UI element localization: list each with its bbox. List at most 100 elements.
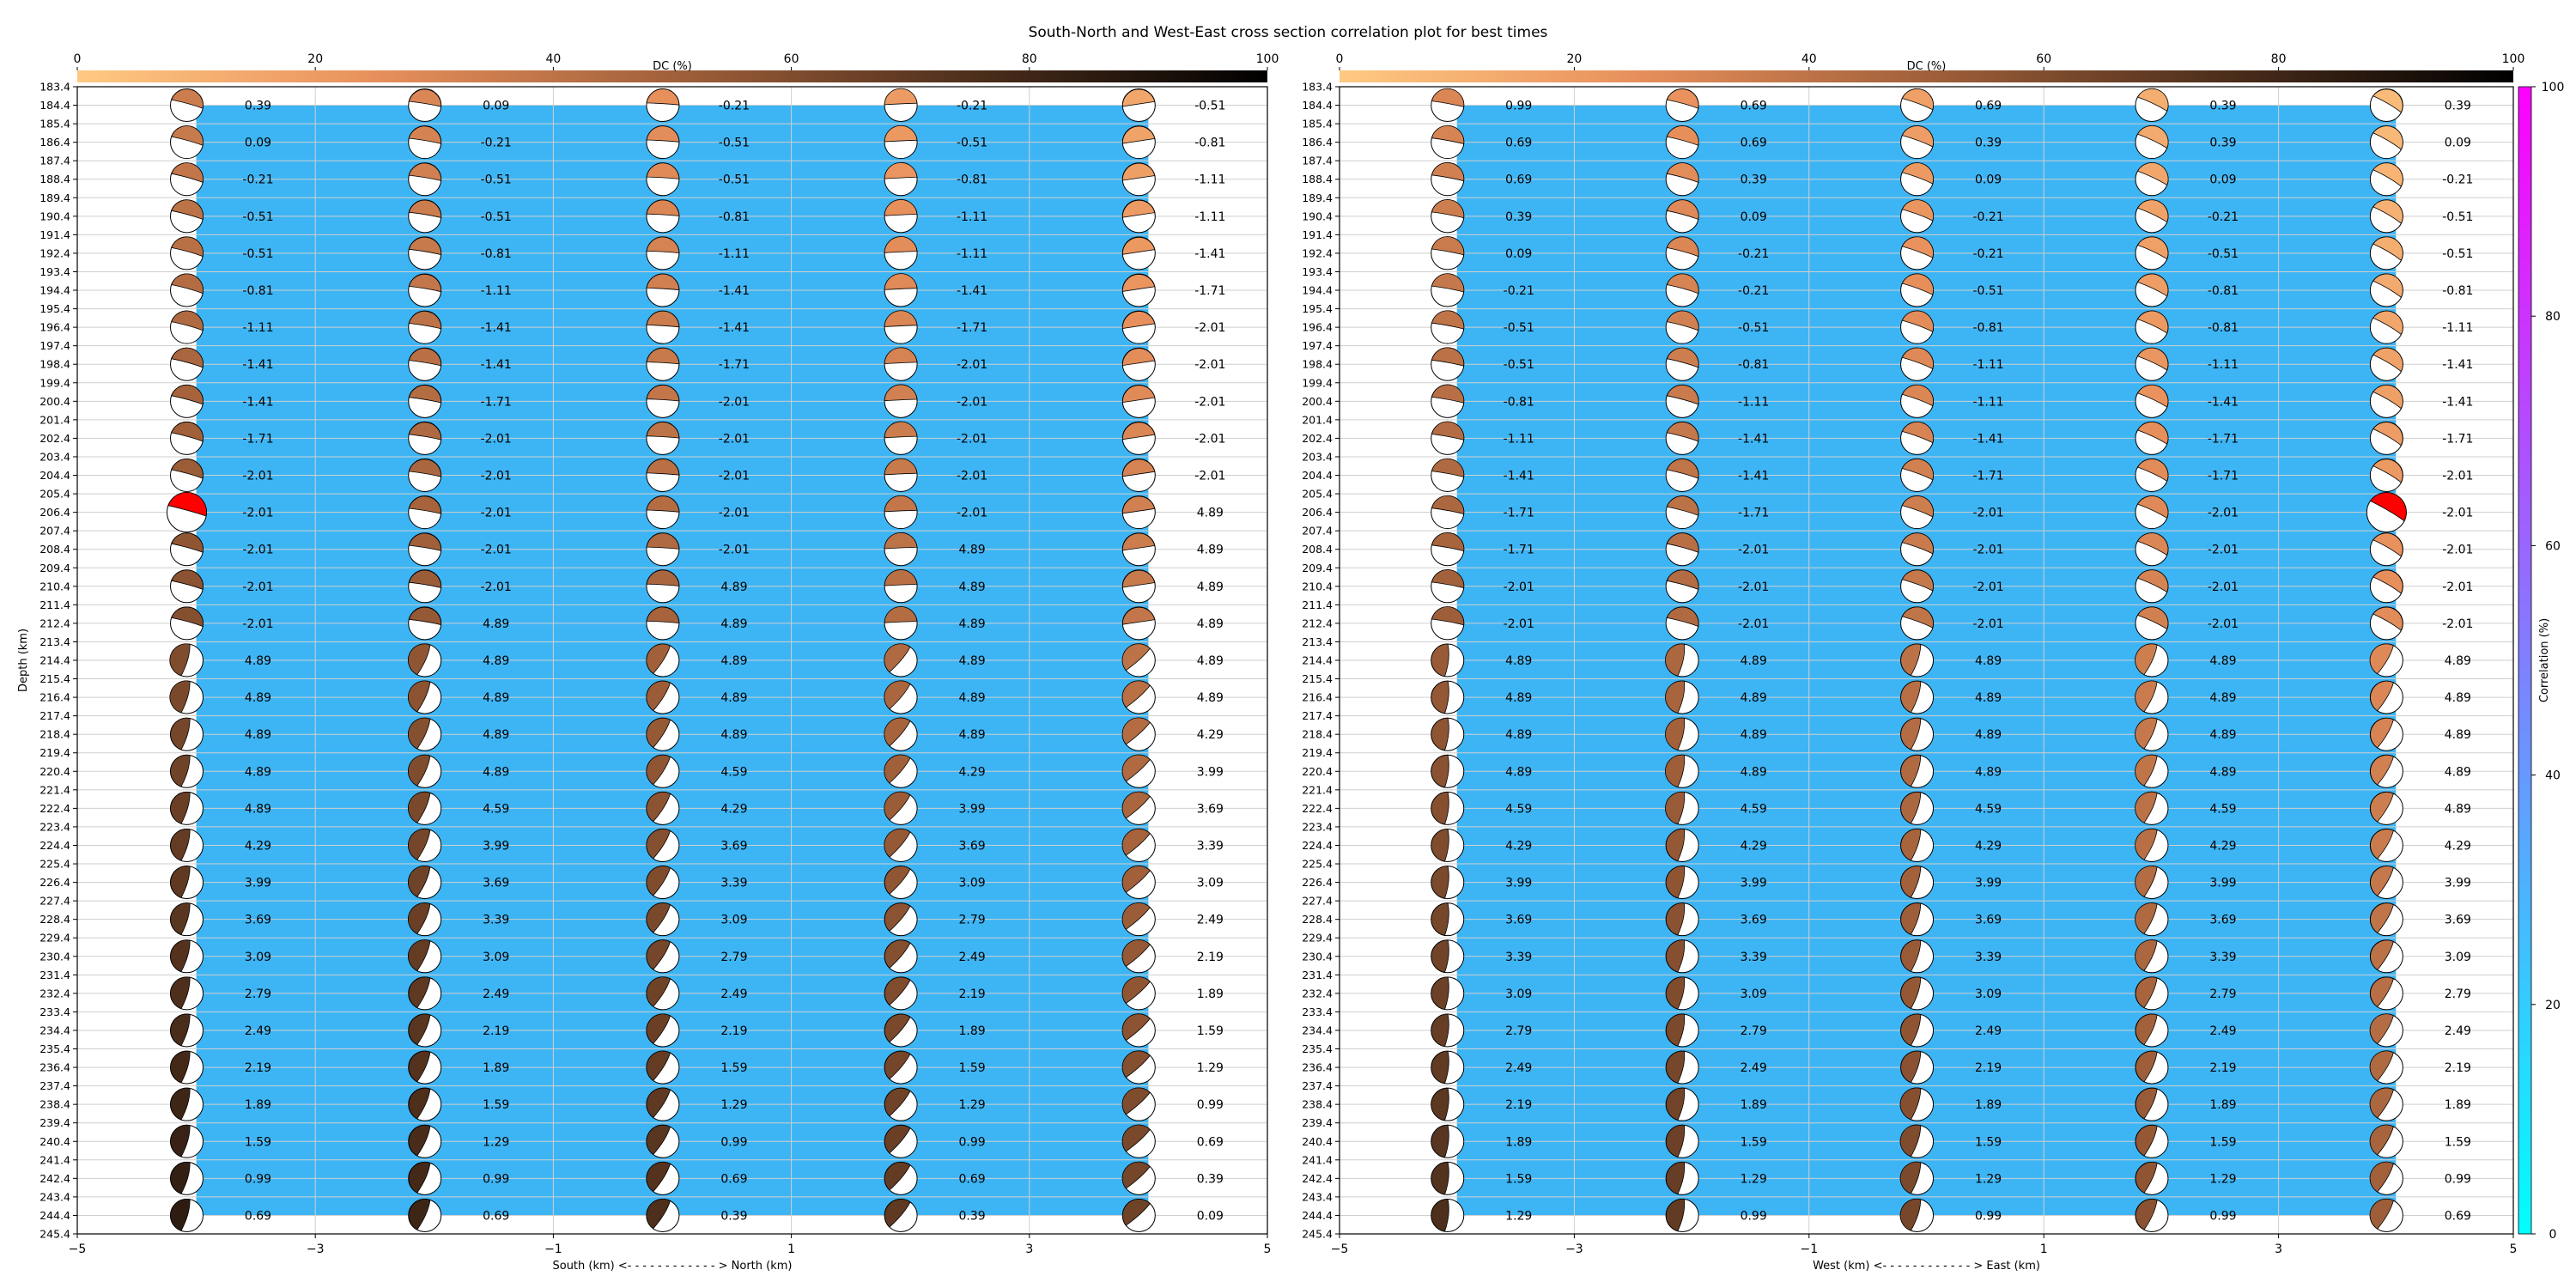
y-tick-label: 232.4: [1302, 987, 1333, 999]
beachball-compressional: [1901, 384, 1934, 407]
correlation-label: -1.11: [957, 247, 987, 261]
correlation-label: 4.89: [1975, 691, 2002, 705]
correlation-label: -2.01: [2442, 544, 2473, 557]
beachball-compressional: [884, 1087, 911, 1117]
y-tick-label: 236.4: [1302, 1061, 1333, 1074]
correlation-label: -0.81: [2208, 321, 2239, 335]
y-tick-label: 190.4: [39, 210, 70, 222]
beachball-compressional: [2370, 792, 2394, 823]
beachball-compressional: [2136, 273, 2169, 297]
beachball-compressional: [408, 1199, 431, 1230]
correlation-label: 4.89: [245, 802, 271, 816]
beachball-compressional: [408, 199, 442, 219]
beachball-compressional: [884, 273, 918, 290]
beachball-compressional: [2370, 976, 2394, 1008]
beachball-compressional: [408, 385, 442, 404]
correlation-label: 3.69: [1505, 914, 1532, 927]
beachball-compressional: [1121, 717, 1151, 745]
beachball-compressional: [1431, 495, 1465, 515]
beachball-compressional: [170, 976, 191, 1010]
beachball-compressional: [171, 347, 204, 368]
correlation-label: 3.69: [959, 839, 986, 853]
correlation-label: 0.09: [1741, 210, 1767, 224]
correlation-label: -1.41: [719, 284, 750, 298]
beachball-compressional: [646, 606, 680, 624]
beachball-compressional: [1121, 422, 1156, 440]
correlation-label: 1.29: [1741, 1172, 1767, 1186]
correlation-label: 0.99: [1975, 1209, 2002, 1223]
y-tick-label: 245.4: [1302, 1228, 1333, 1241]
y-tick-label: 205.4: [1302, 488, 1333, 501]
beachball-compressional: [646, 680, 671, 712]
y-tick-label: 237.4: [39, 1079, 70, 1092]
beachball-compressional: [646, 976, 671, 1007]
correlation-label: -0.51: [2442, 247, 2473, 261]
beachball-compressional: [1901, 606, 1934, 629]
correlation-label: -2.01: [719, 544, 750, 557]
x-axis-label: South (km) <- - - - - - - - - - - - > No…: [552, 1260, 792, 1273]
beachball-compressional: [1121, 828, 1151, 856]
correlation-label: -2.01: [242, 617, 273, 631]
dc-colorbar-tick-label: 40: [1801, 52, 1817, 66]
y-tick-label: 223.4: [1302, 820, 1333, 833]
correlation-label: -2.01: [2208, 507, 2239, 520]
correlation-label: 0.69: [1741, 100, 1767, 113]
dc-colorbar-tick-label: 100: [1256, 52, 1279, 66]
beachball-compressional: [2135, 754, 2158, 787]
correlation-label: 1.89: [2209, 1098, 2236, 1112]
beachball-compressional: [1431, 199, 1465, 219]
y-tick-label: 212.4: [39, 617, 70, 629]
beachball-compressional: [1901, 125, 1934, 148]
y-tick-label: 207.4: [1302, 525, 1333, 538]
correlation-label: 4.59: [1741, 802, 1767, 816]
beachball-compressional: [646, 88, 680, 106]
correlation-label: -2.01: [481, 544, 512, 557]
beachball-compressional: [407, 791, 431, 823]
y-tick-label: 244.4: [1302, 1209, 1333, 1222]
correlation-label: 3.99: [1505, 877, 1532, 890]
panel-right: 0 20 40 60 80 100 DC (%) 183.4 184.4 185.4 186.4 18…: [1302, 52, 2524, 1273]
beachball-compressional: [646, 939, 671, 970]
correlation-label: 2.49: [2209, 1024, 2236, 1038]
beachball-compressional: [407, 680, 431, 713]
beachball-compressional: [2135, 717, 2158, 750]
y-tick-label: 183.4: [1302, 81, 1333, 94]
beachball-compressional: [884, 236, 918, 253]
beachball-compressional: [1899, 1161, 1922, 1194]
y-tick-label: 194.4: [1302, 284, 1333, 297]
y-tick-label: 201.4: [1302, 413, 1333, 426]
correlation-label: -1.11: [2442, 321, 2473, 335]
correlation-label: 0.99: [1197, 1098, 1224, 1112]
x-tick-label: 5: [2510, 1242, 2518, 1256]
y-tick-label: 218.4: [1302, 728, 1333, 741]
correlation-label: 2.49: [1197, 914, 1224, 927]
y-tick-label: 200.4: [39, 395, 70, 408]
beachball-compressional: [1121, 236, 1156, 255]
correlation-label: 0.99: [720, 1135, 747, 1149]
correlation-label: 3.69: [1197, 802, 1224, 816]
correlation-label: 2.79: [1741, 1024, 1767, 1038]
beachball-compressional: [646, 162, 680, 179]
correlation-label: -2.01: [1194, 432, 1225, 446]
x-tick-label: −1: [1800, 1242, 1818, 1256]
correlation-label: -1.41: [1738, 470, 1769, 483]
correlation-label: 3.69: [245, 914, 271, 927]
correlation-label: 0.39: [720, 1209, 747, 1223]
beachball-compressional: [407, 939, 431, 972]
correlation-label: 3.99: [959, 802, 986, 816]
beachball-compressional: [2135, 643, 2158, 676]
beachball-compressional: [2372, 459, 2403, 483]
y-tick-label: 240.4: [1302, 1135, 1333, 1148]
beachball-compressional: [2135, 1124, 2158, 1157]
correlation-label: -1.41: [481, 321, 512, 335]
correlation-label: 4.89: [1197, 580, 1224, 594]
y-tick-label: 194.4: [39, 284, 70, 297]
beachball-compressional: [1901, 199, 1934, 222]
beachball-compressional: [1121, 199, 1156, 218]
correlation-label: 4.29: [720, 802, 747, 816]
correlation-label: 0.99: [2209, 1209, 2236, 1223]
correlation-label: -2.01: [1194, 395, 1225, 409]
y-tick-label: 221.4: [39, 783, 70, 796]
x-tick-label: 5: [1264, 1242, 1272, 1256]
beachball-compressional: [1121, 1050, 1151, 1078]
